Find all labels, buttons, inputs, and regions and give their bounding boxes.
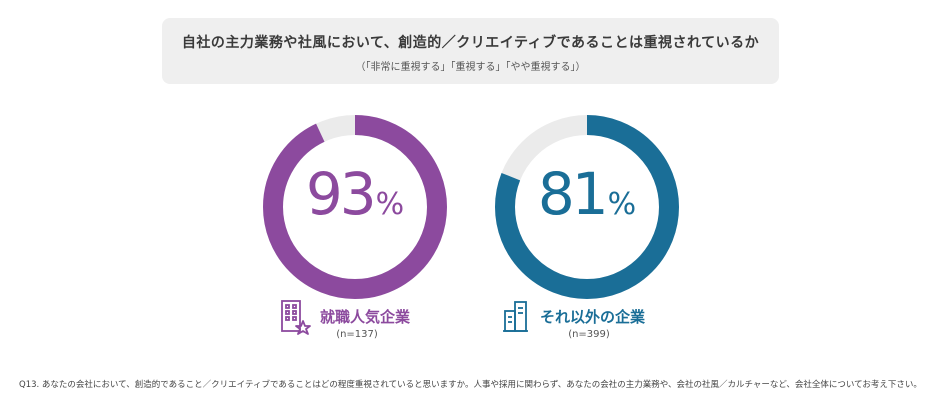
donut-gauge-other-companies <box>495 115 679 299</box>
office-building-star-icon <box>281 300 311 335</box>
gauge-value-number: 93 <box>305 160 377 228</box>
gauge-value-other-companies: 81% <box>493 160 681 228</box>
gauge-value-unit: % <box>375 187 405 222</box>
gauge-arc <box>495 115 679 299</box>
donut-gauge-popular-companies <box>263 115 447 299</box>
group-label-other-companies: それ以外の企業 <box>540 308 646 326</box>
footnote: Q13. あなたの会社において、創造的であること／クリエイティブであることはどの… <box>19 380 922 390</box>
office-buildings-icon <box>503 301 528 332</box>
gauge-arc <box>263 115 447 299</box>
gauge-value-unit: % <box>607 187 637 222</box>
group-label-popular-companies: 就職人気企業 <box>320 308 411 326</box>
group-n-popular-companies: (n=137) <box>336 329 378 340</box>
chart-title: 自社の主力業務や社風において、創造的／クリエイティブであることは重視されているか <box>181 35 760 51</box>
title-box: 自社の主力業務や社風において、創造的／クリエイティブであることは重視されているか… <box>162 18 779 84</box>
group-n-other-companies: (n=399) <box>568 329 610 340</box>
gauge-value-number: 81 <box>537 160 609 228</box>
chart-subtitle: （「非常に重視する」「重視する」「やや重視する」） <box>355 62 586 73</box>
gauge-value-popular-companies: 93% <box>261 160 449 228</box>
